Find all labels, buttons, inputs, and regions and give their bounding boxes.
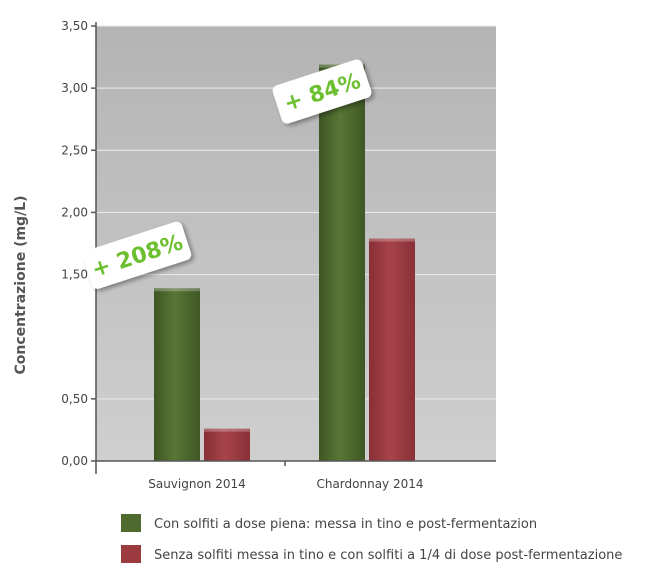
badge-background xyxy=(272,59,372,124)
bar-highlight xyxy=(204,428,250,432)
y-axis-label: Concentrazione (mg/L) xyxy=(13,195,29,374)
bar xyxy=(204,428,250,461)
bar-highlight xyxy=(369,238,415,242)
x-tick-labels: Sauvignon 2014 Chardonnay 2014 xyxy=(148,477,423,491)
y-tick-label: 1,50 xyxy=(61,268,88,282)
y-tick-label: 2,00 xyxy=(61,205,88,219)
y-tick-label: 3,00 xyxy=(61,81,88,95)
y-tick-label: 3,50 xyxy=(61,19,88,33)
legend: Con solfiti a dose piena: messa in tino … xyxy=(121,514,622,563)
x-tick-label: Chardonnay 2014 xyxy=(316,477,423,491)
legend-label: Senza solfiti messa in tino e con solfit… xyxy=(154,548,622,563)
bars xyxy=(154,64,415,462)
bar xyxy=(154,288,200,461)
x-tick-label: Sauvignon 2014 xyxy=(148,477,246,491)
y-tick-label: 0,00 xyxy=(61,454,88,468)
legend-swatch xyxy=(121,545,141,563)
bar-highlight xyxy=(154,288,200,292)
y-tick-labels: 0,00 0,50 1,50 2,00 2,50 3,00 3,50 xyxy=(61,19,96,468)
legend-swatch xyxy=(121,514,141,532)
bar xyxy=(319,64,365,462)
y-tick-label: 2,50 xyxy=(61,143,88,157)
bar xyxy=(369,238,415,461)
badge-background xyxy=(82,221,192,289)
y-tick-label: 0,50 xyxy=(61,392,88,406)
legend-label: Con solfiti a dose piena: messa in tino … xyxy=(154,517,537,532)
